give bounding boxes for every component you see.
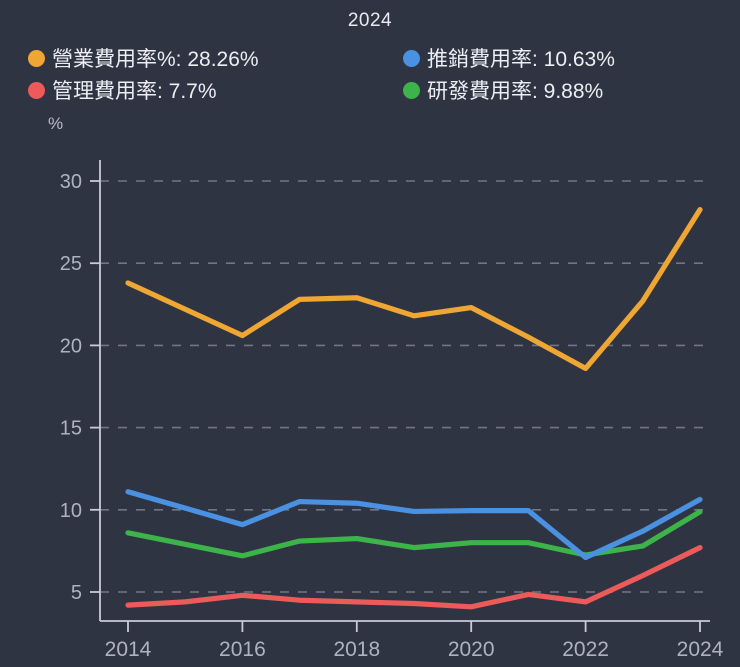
x-tick-label: 2014 bbox=[105, 638, 152, 661]
legend-marker-icon bbox=[28, 81, 45, 99]
legend-marker-icon bbox=[28, 49, 45, 67]
legend-item-label: 推銷費用率: 10.63% bbox=[427, 48, 615, 71]
legend-item-label: 營業費用率%: 28.26% bbox=[52, 48, 259, 71]
series-lines bbox=[125, 207, 703, 610]
x-tick-label: 2024 bbox=[677, 638, 724, 661]
series-line-1[interactable] bbox=[125, 489, 703, 561]
y-tick-label: 5 bbox=[71, 582, 82, 604]
x-axis: 2014 2016 2018 2020 2022 2024 bbox=[100, 620, 724, 661]
legend-item-label: 研發費用率: 9.88% bbox=[427, 80, 604, 103]
legend-item-rnd-expense-ratio[interactable]: 研發費用率: 9.88% bbox=[403, 75, 703, 105]
y-tick-label: 10 bbox=[60, 500, 82, 522]
legend-item-selling-expense-ratio[interactable]: 推銷費用率: 10.63% bbox=[403, 43, 703, 73]
y-tick-label: 15 bbox=[60, 418, 82, 440]
x-tick-label: 2018 bbox=[333, 638, 380, 661]
x-tick-label: 2022 bbox=[562, 638, 609, 661]
y-tick-label: 20 bbox=[60, 335, 82, 357]
y-tick-label: 25 bbox=[60, 253, 82, 275]
legend-item-label: 管理費用率: 7.7% bbox=[52, 80, 217, 103]
y-tick-label: 30 bbox=[60, 171, 82, 193]
legend-marker-icon bbox=[403, 49, 420, 67]
series-line-2[interactable] bbox=[125, 545, 703, 610]
chart-legend: 營業費用率%: 28.26% 推銷費用率: 10.63% 管理費用率: 7.7%… bbox=[28, 42, 688, 106]
chart-title: 2024 bbox=[347, 10, 393, 31]
legend-marker-icon bbox=[403, 81, 420, 99]
y-axis: 5 10 15 20 25 30 bbox=[60, 160, 101, 621]
series-line-0[interactable] bbox=[125, 207, 703, 372]
legend-item-operating-expense-ratio[interactable]: 營業費用率%: 28.26% bbox=[28, 43, 403, 73]
legend-item-admin-expense-ratio[interactable]: 管理費用率: 7.7% bbox=[28, 75, 403, 105]
series-line-3[interactable] bbox=[125, 509, 703, 559]
y-axis-unit-label: % bbox=[48, 114, 64, 133]
gridlines bbox=[100, 180, 710, 593]
x-tick-label: 2016 bbox=[219, 638, 266, 661]
x-tick-label: 2020 bbox=[448, 638, 495, 661]
